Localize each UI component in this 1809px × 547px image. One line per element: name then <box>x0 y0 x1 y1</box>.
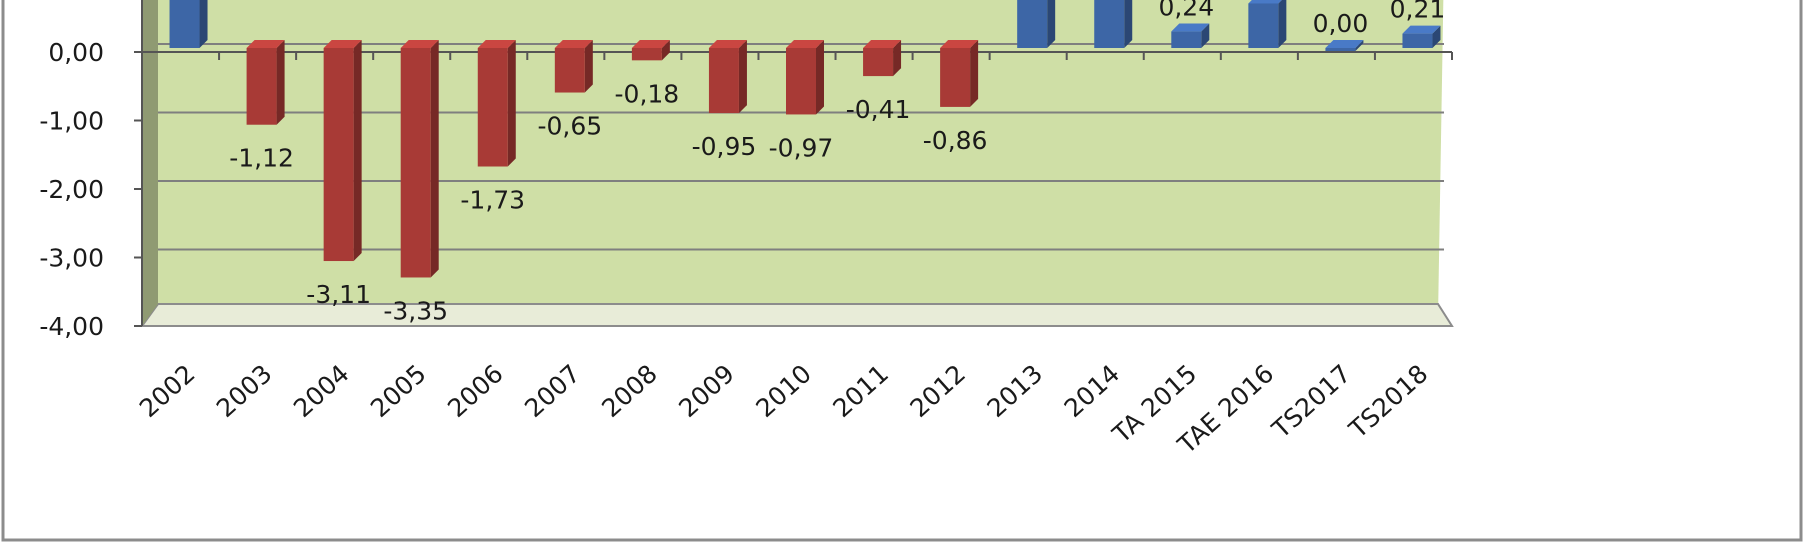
bar <box>708 48 739 114</box>
bar-top <box>631 40 670 48</box>
data-label: 0,00 <box>1313 9 1369 38</box>
bar <box>940 48 971 107</box>
data-label: -3,11 <box>306 280 371 309</box>
bar-top <box>323 40 362 48</box>
bar-top <box>554 40 593 48</box>
plot-floor <box>140 303 1454 327</box>
bar <box>554 48 585 93</box>
bar-side <box>507 40 516 167</box>
data-label: 0,24 <box>1158 0 1214 22</box>
bar <box>1017 0 1048 48</box>
data-label: -0,41 <box>846 95 911 124</box>
bar <box>400 48 431 278</box>
bar-side <box>1124 0 1133 48</box>
bar-side <box>1047 0 1056 48</box>
bar <box>863 48 894 77</box>
bar-top <box>400 40 439 48</box>
bar <box>1402 33 1433 48</box>
bar-side <box>1432 25 1441 48</box>
data-label: -0,86 <box>923 126 988 155</box>
bar-side <box>276 40 285 125</box>
bar-side <box>816 40 824 115</box>
y-tick-label: -1,00 <box>39 107 104 136</box>
bar-side <box>1355 40 1364 51</box>
bar-top <box>786 40 824 48</box>
bar-top <box>863 40 902 48</box>
bar-side <box>1201 23 1210 48</box>
y-tick-label: -3,00 <box>39 244 104 273</box>
bar-top <box>708 40 747 48</box>
y-tick-label: -4,00 <box>39 312 104 341</box>
bar <box>246 48 277 125</box>
bar-top <box>1248 0 1282 4</box>
bar-side <box>1278 0 1287 48</box>
bar <box>323 48 354 262</box>
data-label: -3,35 <box>383 296 448 325</box>
bar-top <box>1325 40 1364 48</box>
bar <box>1094 0 1125 48</box>
bar-side <box>353 40 362 262</box>
bar-side <box>738 40 747 114</box>
bar <box>1325 48 1356 51</box>
bar-side <box>661 40 670 61</box>
plot-side-wall <box>142 0 158 326</box>
bar-side <box>970 40 979 107</box>
y-tick-label: 0,00 <box>48 38 104 67</box>
bar-side <box>199 0 208 48</box>
data-label: -1,73 <box>460 186 525 215</box>
bar <box>1171 31 1202 48</box>
bar-side <box>430 40 439 278</box>
bar-side <box>893 40 902 77</box>
bar-top <box>1402 25 1441 34</box>
bar-top <box>477 40 516 48</box>
data-label: 0,21 <box>1390 0 1446 24</box>
bar-top <box>246 40 285 48</box>
bar <box>477 48 508 167</box>
data-label: -0,65 <box>537 112 602 141</box>
bar-top <box>1171 23 1210 32</box>
bar <box>1248 3 1279 49</box>
y-tick-label: -2,00 <box>39 175 104 204</box>
data-label: -0,18 <box>615 79 680 108</box>
plot-area: 0,00-1,00-2,00-3,00-4,002002-1,122003-3,… <box>39 0 1454 460</box>
bar-top <box>940 40 979 48</box>
bar-side <box>584 40 593 93</box>
bar <box>169 0 200 49</box>
bar <box>631 48 662 61</box>
data-label: -0,95 <box>692 132 757 161</box>
bar <box>786 48 816 115</box>
data-label: -0,97 <box>769 133 834 162</box>
data-label: -1,12 <box>229 144 294 173</box>
